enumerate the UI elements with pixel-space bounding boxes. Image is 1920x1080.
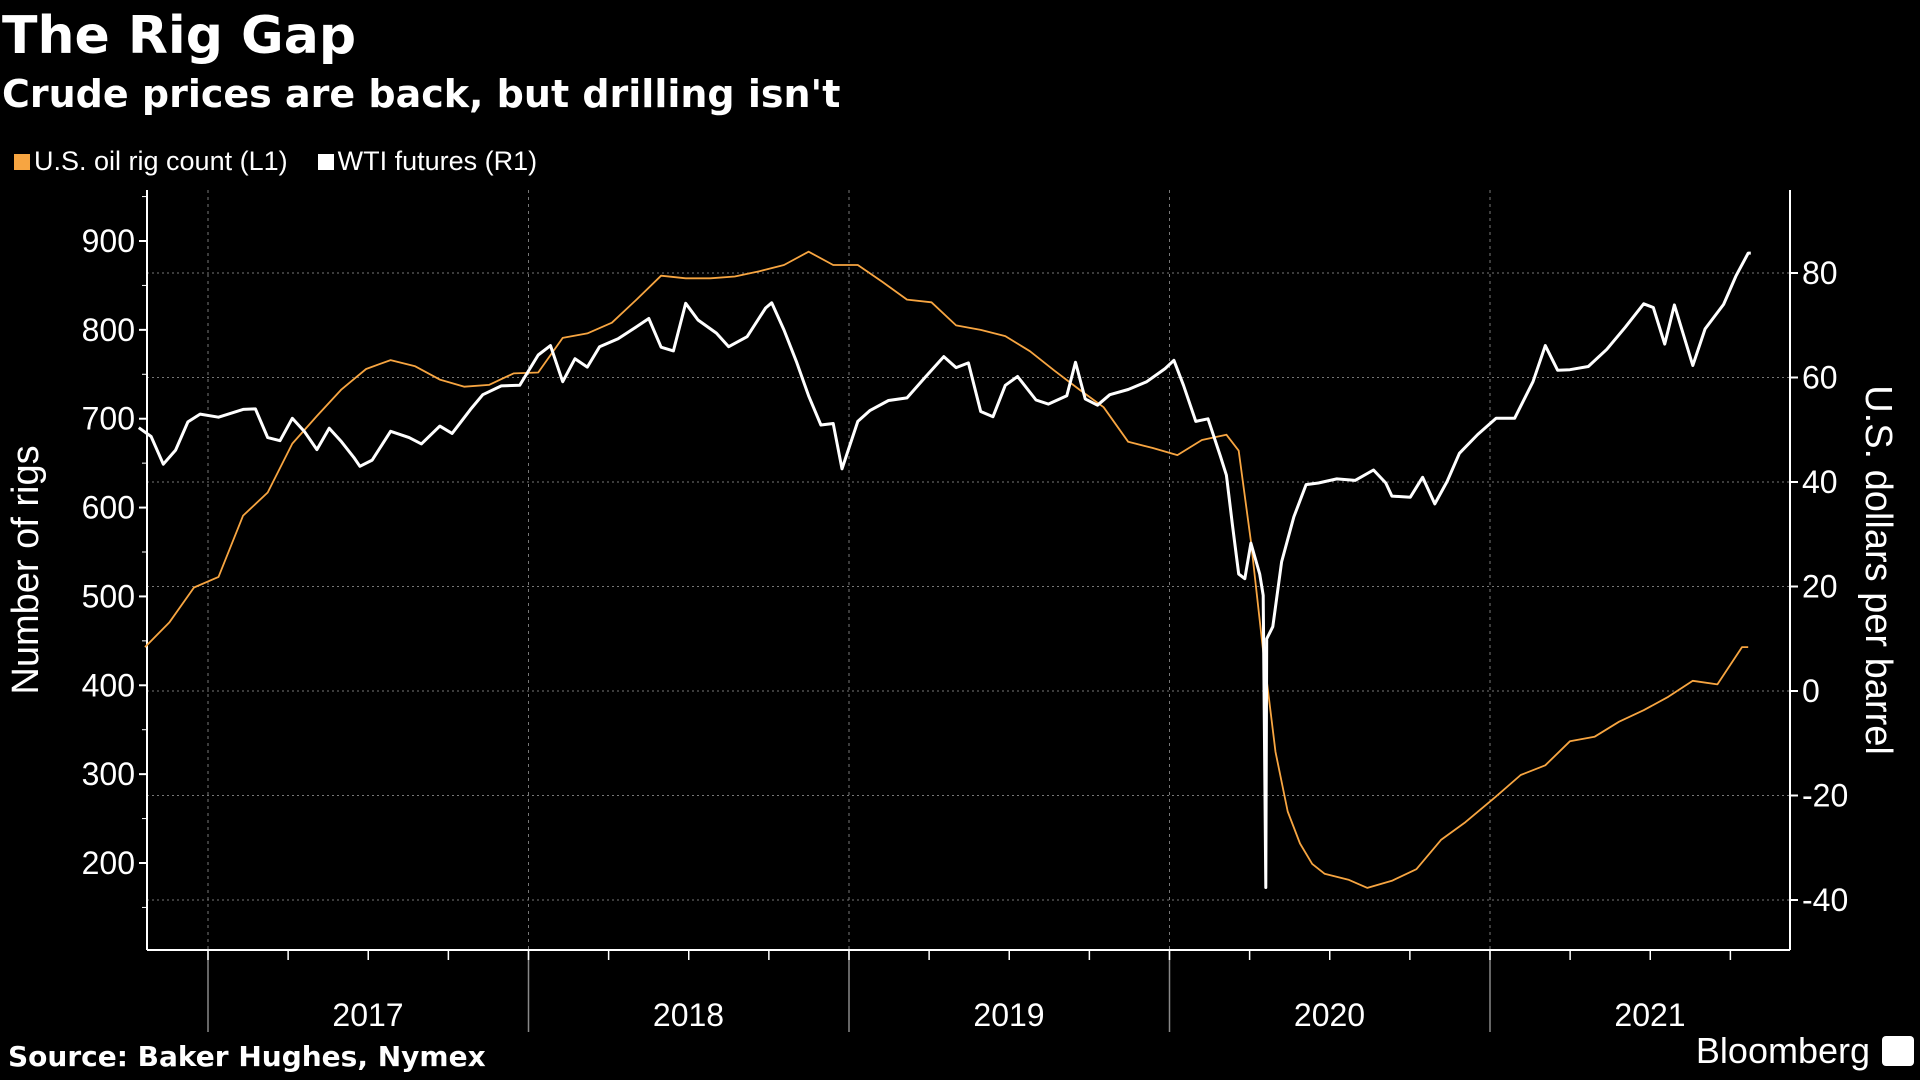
x-tick-label: 2020 xyxy=(1294,997,1365,1033)
left-tick-label: 900 xyxy=(82,223,135,259)
left-tick-label: 300 xyxy=(82,756,135,792)
left-tick-label: 400 xyxy=(82,667,135,703)
legend-label-wti: WTI futures (R1) xyxy=(337,146,538,176)
legend-item-rig-count: U.S. oil rig count (L1) xyxy=(14,146,288,177)
right-tick-label: 20 xyxy=(1802,569,1838,605)
x-tick-label: 2017 xyxy=(332,997,403,1033)
x-tick-label: 2018 xyxy=(653,997,724,1033)
left-tick-label: 200 xyxy=(82,845,135,881)
right-tick-label: 40 xyxy=(1802,464,1838,500)
legend-label-rig-count: U.S. oil rig count (L1) xyxy=(34,146,288,176)
chart-title: The Rig Gap xyxy=(2,6,357,66)
legend: U.S. oil rig count (L1) WTI futures (R1) xyxy=(14,146,537,177)
right-tick-label: 60 xyxy=(1802,360,1838,396)
x-tick-label: 2021 xyxy=(1614,997,1685,1033)
right-axis-label: U.S. dollars per barrel xyxy=(1857,385,1899,755)
right-tick-label: 0 xyxy=(1802,673,1820,709)
legend-item-wti: WTI futures (R1) xyxy=(317,146,538,177)
left-tick-label: 600 xyxy=(82,490,135,526)
x-tick-label: 2019 xyxy=(973,997,1044,1033)
source-note: Source: Baker Hughes, Nymex xyxy=(8,1040,486,1073)
left-axis-label: Number of rigs xyxy=(5,445,47,694)
left-tick-label: 800 xyxy=(82,312,135,348)
bloomberg-logo: Bloomberg xyxy=(1695,1030,1870,1071)
series-line-rig-count xyxy=(144,250,1749,889)
bloomberg-chart-icon xyxy=(1882,1036,1914,1066)
chart-subtitle: Crude prices are back, but drilling isn'… xyxy=(2,72,841,116)
right-tick-label: 80 xyxy=(1802,255,1838,291)
series-line-wti xyxy=(137,251,1751,889)
right-tick-label: -20 xyxy=(1802,778,1848,814)
legend-swatch-wti xyxy=(317,153,334,170)
left-tick-label: 500 xyxy=(82,578,135,614)
legend-swatch-rig-count xyxy=(14,153,30,170)
right-tick-label: -40 xyxy=(1802,882,1848,918)
left-tick-label: 700 xyxy=(82,401,135,437)
